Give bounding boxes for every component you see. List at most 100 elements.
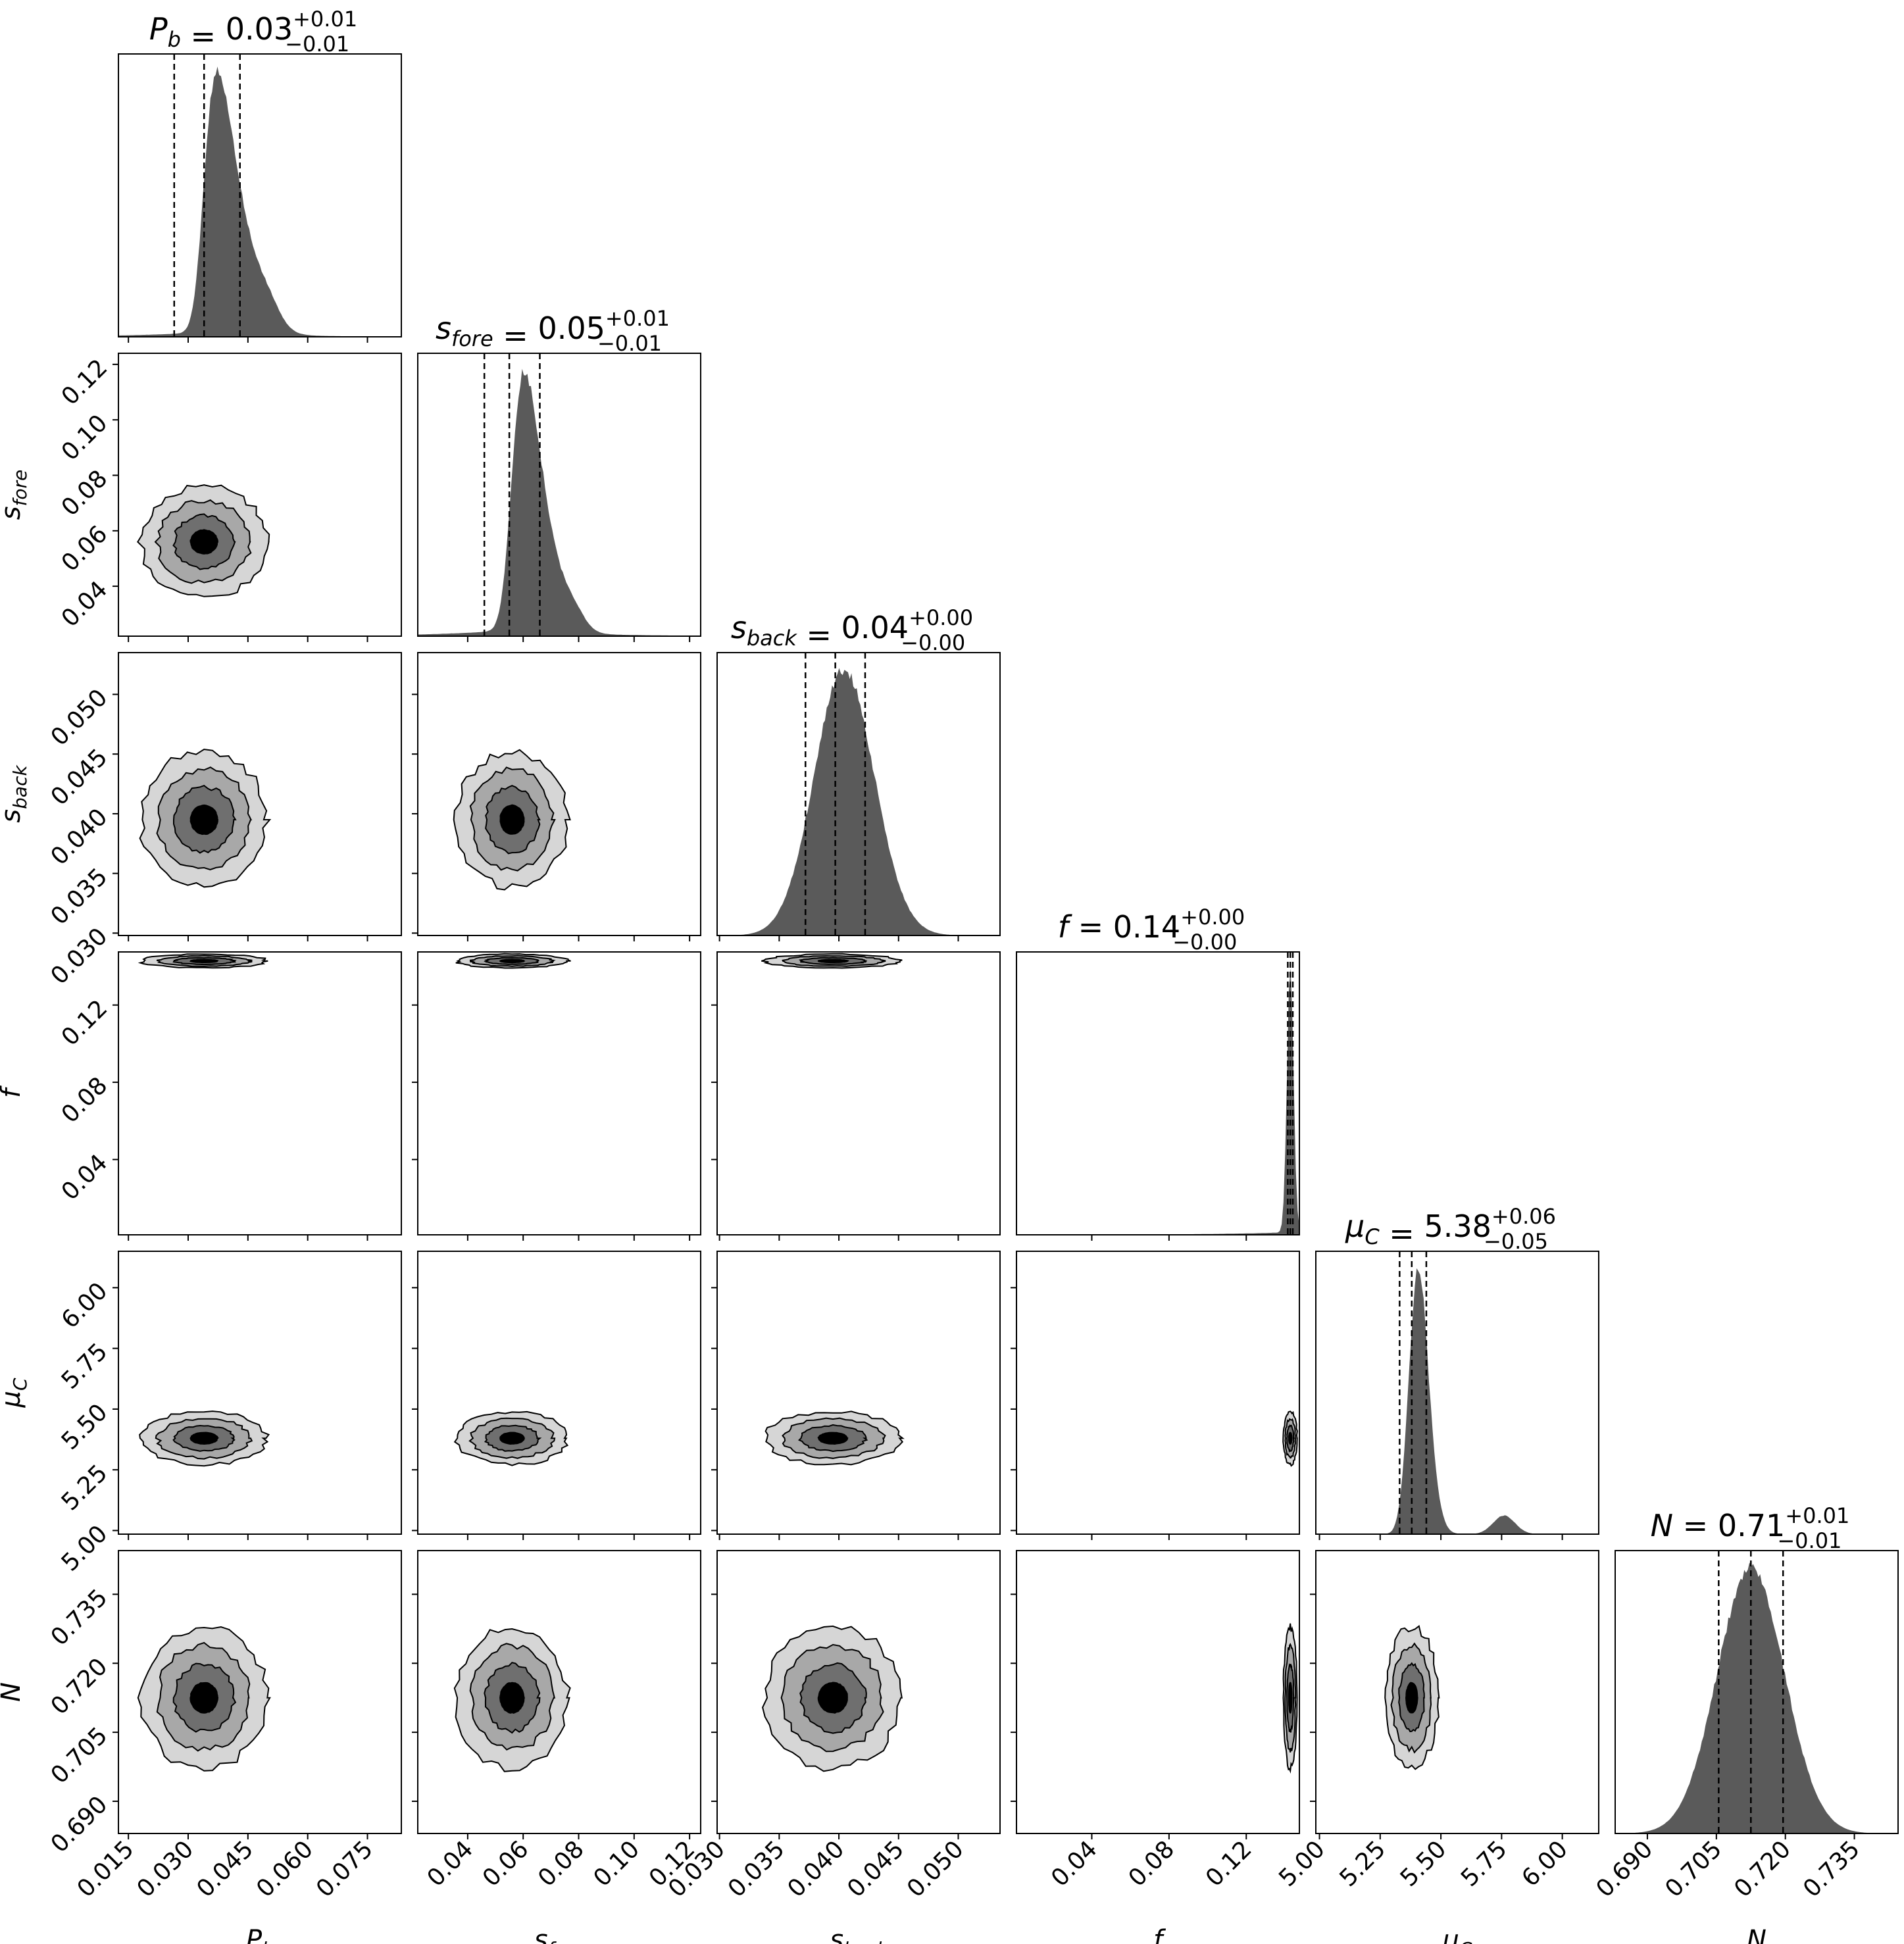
- title-minus-N: −0.01: [1777, 1528, 1841, 1553]
- title-value: 0.04: [841, 610, 909, 645]
- x-tick-label: 5.00: [1274, 1835, 1330, 1892]
- title-equals: =: [493, 318, 538, 353]
- panel-frame: [1016, 1550, 1300, 1834]
- label-subscript: b: [168, 27, 181, 52]
- x-tick-label: 0.12: [1201, 1835, 1257, 1892]
- contour-level-4: [499, 804, 525, 835]
- panel-title-sfore: sfore = 0.05+0.01: [436, 306, 670, 353]
- contour-level-4: [189, 1682, 219, 1714]
- title-equals: =: [1380, 1216, 1424, 1251]
- panel-sfore-Pb: 0.040.060.080.100.12 sfore: [0, 353, 402, 642]
- x-tick-label: 6.00: [1516, 1835, 1573, 1892]
- panel-sback-sback: sback = 0.04+0.00−0.00: [716, 605, 1001, 941]
- contour-level-4: [1288, 1432, 1293, 1445]
- histogram-Pb: [118, 66, 401, 337]
- panel-f-sback: [711, 951, 1001, 1241]
- x-tick-label: 0.720: [1729, 1835, 1796, 1903]
- contour-level-4: [189, 1432, 220, 1445]
- title-equals: =: [1068, 909, 1113, 945]
- panel-Pb-Pb: Pb = 0.03+0.01−0.01: [118, 7, 402, 343]
- title-plus: +0.01: [1785, 1503, 1849, 1528]
- x-tick-label: 0.050: [902, 1835, 969, 1903]
- title-minus-sfore: −0.01: [597, 331, 662, 356]
- y-tick-label: 0.735: [46, 1584, 113, 1651]
- panel-frame: [417, 1550, 701, 1834]
- label-symbol: μ: [1345, 1209, 1365, 1244]
- contour-level-4: [1405, 1682, 1418, 1714]
- x-tick-label: 5.25: [1335, 1835, 1391, 1892]
- panel-title-sback: sback = 0.04+0.00: [731, 605, 973, 653]
- panel-title-muC: μC = 5.38+0.06: [1345, 1204, 1556, 1251]
- panel-N-f: 0.04 0.08 0.12 f: [1011, 1550, 1300, 1944]
- y-axis-label-muC: μC: [0, 1378, 31, 1408]
- label-subscript: C: [9, 1378, 31, 1391]
- panel-muC-sback: [711, 1251, 1001, 1540]
- label-symbol: P: [246, 1925, 263, 1944]
- label-subscript: fore: [9, 470, 31, 507]
- x-tick-label: 0.060: [251, 1835, 318, 1903]
- x-tick-label: 0.045: [191, 1835, 259, 1903]
- panel-muC-muC: μC = 5.38+0.06−0.05: [1315, 1204, 1599, 1540]
- label-symbol: f: [0, 1085, 26, 1098]
- y-tick-label: 0.050: [46, 684, 113, 751]
- title-minus-sback: −0.00: [901, 630, 965, 655]
- x-axis-label-muC: μC: [1441, 1925, 1472, 1944]
- panel-frame: [417, 353, 701, 637]
- x-tick-label: 0.06: [478, 1835, 534, 1892]
- y-axis-label-sback: sback: [0, 764, 31, 823]
- panel-frame: [118, 1251, 402, 1535]
- y-tick-label: 6.00: [57, 1278, 113, 1334]
- panel-sfore-sfore: sfore = 0.05+0.01−0.01: [417, 306, 701, 642]
- title-plus: +0.01: [293, 7, 357, 32]
- x-tick-label: 0.04: [1046, 1835, 1103, 1892]
- contour-level-4: [817, 1682, 848, 1714]
- label-symbol: f: [1153, 1925, 1166, 1944]
- panel-muC-Pb: 5.005.255.505.756.00 μC: [0, 1251, 402, 1577]
- title-minus-Pb: −0.01: [285, 32, 349, 57]
- panel-title-Pb: Pb = 0.03+0.01: [149, 7, 357, 54]
- label-subscript: fore: [548, 1938, 585, 1944]
- panel-muC-sfore: [412, 1251, 701, 1540]
- label-symbol: μ: [1441, 1925, 1459, 1944]
- panel-frame: [417, 652, 701, 936]
- label-symbol: s: [436, 311, 451, 346]
- label-subscript: fore: [451, 326, 493, 351]
- panel-frame: [1615, 1550, 1899, 1834]
- title-equals: =: [797, 617, 841, 653]
- title-plus: +0.00: [1180, 905, 1245, 930]
- panel-frame: [118, 353, 402, 637]
- x-tick-label: 0.04: [422, 1835, 479, 1892]
- y-tick-label: 0.08: [57, 1072, 113, 1129]
- x-axis-label-Pb: Pb: [246, 1925, 274, 1944]
- x-tick-label: 0.045: [842, 1835, 909, 1903]
- title-value: 5.38: [1424, 1209, 1491, 1244]
- contour-level-4: [817, 959, 849, 963]
- panel-frame: [417, 1251, 701, 1535]
- histogram-sfore: [418, 368, 701, 636]
- label-subscript: back: [843, 1938, 888, 1944]
- x-tick-label: 0.075: [311, 1835, 378, 1903]
- label-symbol: N: [1651, 1508, 1673, 1543]
- panel-frame: [417, 951, 701, 1235]
- panel-frame: [118, 53, 402, 337]
- panel-title-f: f = 0.14+0.00: [1058, 905, 1245, 945]
- panel-frame: [716, 1550, 1001, 1834]
- y-tick-label: 0.705: [46, 1722, 113, 1789]
- histogram-muC: [1316, 1268, 1599, 1534]
- label-symbol: μ: [0, 1391, 26, 1408]
- label-symbol: s: [0, 809, 26, 823]
- panel-N-sfore: 0.040.060.080.100.12sfore: [412, 1550, 701, 1944]
- title-equals: =: [1673, 1508, 1718, 1543]
- panel-frame: [716, 652, 1001, 936]
- panel-frame: [716, 1251, 1001, 1535]
- y-tick-label: 0.04: [57, 1149, 113, 1206]
- y-tick-label: 0.690: [46, 1791, 113, 1858]
- panel-sback-sfore: [412, 652, 701, 941]
- panel-f-sfore: [412, 951, 701, 1241]
- panel-f-f: f = 0.14+0.00−0.00: [1016, 905, 1300, 1241]
- contour-level-4: [499, 1682, 525, 1714]
- panel-frame: [1016, 1251, 1300, 1535]
- title-minus-muC: −0.05: [1484, 1229, 1548, 1254]
